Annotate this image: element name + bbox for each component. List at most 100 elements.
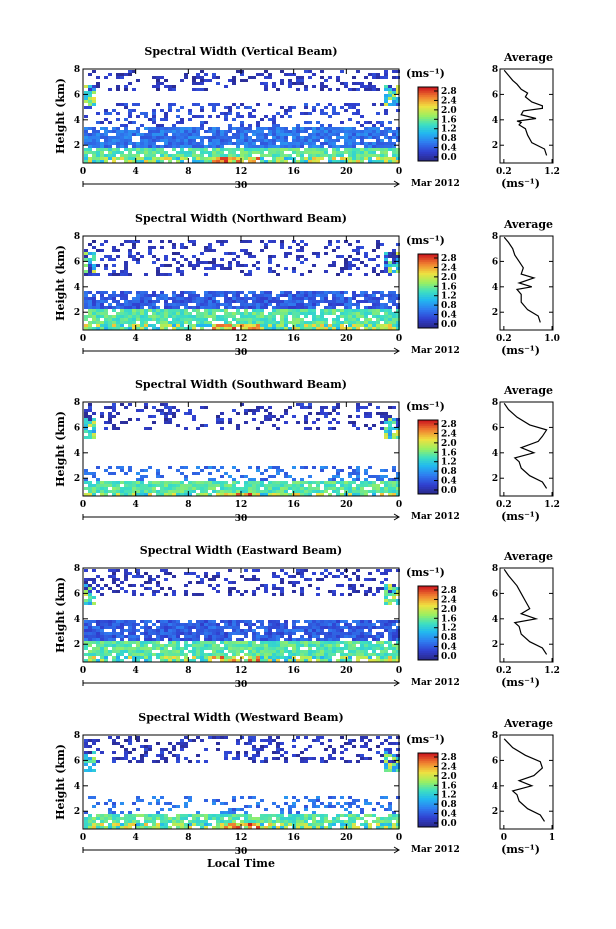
heat-cell	[304, 638, 308, 641]
heat-cell	[196, 300, 200, 303]
heat-cell	[364, 324, 368, 327]
heat-cell	[264, 478, 268, 481]
heat-cell	[164, 748, 168, 751]
heat-cell	[288, 656, 292, 659]
heat-cell	[364, 478, 368, 481]
heat-cell	[268, 318, 272, 321]
heat-cell	[368, 635, 372, 638]
heat-cell	[168, 644, 172, 647]
heat-cell	[320, 70, 324, 73]
heat-cell	[316, 638, 320, 641]
colorbar-segment	[418, 296, 438, 299]
heat-cell	[148, 145, 152, 148]
heat-cell	[172, 484, 176, 487]
colorbar-segment	[418, 600, 438, 604]
heat-cell	[168, 656, 172, 659]
heat-cell	[96, 484, 100, 487]
heat-cell	[108, 817, 112, 820]
heat-cell	[268, 638, 272, 641]
heat-cell	[340, 321, 344, 324]
average-x-label: (ms⁻¹)	[501, 177, 540, 190]
heat-cell	[380, 478, 384, 481]
heat-cell	[372, 103, 376, 106]
heat-cell	[256, 569, 260, 572]
heat-cell	[284, 647, 288, 650]
heat-cell	[276, 139, 280, 142]
heat-cell	[140, 478, 144, 481]
heat-cell	[340, 121, 344, 124]
heat-cell	[376, 647, 380, 650]
heat-cell	[176, 306, 180, 309]
heat-cell	[392, 94, 396, 97]
heat-cell	[300, 650, 304, 653]
y-axis-label: Height (km)	[54, 78, 67, 154]
heat-cell	[84, 587, 88, 590]
heat-cell	[232, 297, 236, 300]
heat-cell	[280, 644, 284, 647]
heat-cell	[256, 493, 260, 496]
heat-cell	[184, 745, 188, 748]
heat-cell	[204, 294, 208, 297]
heat-cell	[196, 623, 200, 626]
heat-cell	[88, 97, 92, 100]
heat-cell	[288, 487, 292, 490]
colorbar: (ms⁻¹)0.00.40.81.21.62.02.42.8	[406, 234, 457, 330]
heat-cell	[228, 569, 232, 572]
heat-cell	[204, 160, 208, 163]
heat-cell	[256, 427, 260, 430]
heat-cell	[104, 318, 108, 321]
heat-cell	[212, 653, 216, 656]
heat-cell	[316, 629, 320, 632]
heat-cell	[332, 109, 336, 112]
heat-cell	[396, 593, 400, 596]
heat-cell	[84, 653, 88, 656]
heat-cell	[276, 160, 280, 163]
heat-cell	[92, 309, 96, 312]
heat-cell	[340, 291, 344, 294]
heat-cell	[168, 88, 172, 91]
heat-cell	[268, 490, 272, 493]
heat-cell	[360, 490, 364, 493]
heat-cell	[192, 139, 196, 142]
heat-cell	[316, 294, 320, 297]
heat-cell	[372, 315, 376, 318]
heat-cell	[396, 430, 400, 433]
colorbar-segment	[418, 101, 438, 105]
heat-cell	[348, 415, 352, 418]
heat-cell	[156, 327, 160, 330]
heat-cell	[256, 638, 260, 641]
heat-cell	[272, 647, 276, 650]
heat-cell	[352, 294, 356, 297]
heat-cell	[320, 85, 324, 88]
heat-cell	[296, 421, 300, 424]
heat-cell	[184, 321, 188, 324]
date-month: Mar 2012	[411, 346, 460, 356]
heat-cell	[180, 739, 184, 742]
heat-cell	[92, 635, 96, 638]
heat-cell	[212, 466, 216, 469]
heat-cell	[132, 240, 136, 243]
heat-cell	[352, 145, 356, 148]
heat-cell	[184, 623, 188, 626]
heat-cell	[172, 246, 176, 249]
heat-cell	[296, 581, 300, 584]
heat-cell	[212, 303, 216, 306]
colorbar-segment	[418, 453, 438, 456]
heat-cell	[200, 650, 204, 653]
heat-cell	[232, 484, 236, 487]
heat-cell	[240, 142, 244, 145]
heat-cell	[128, 115, 132, 118]
heat-cell	[348, 656, 352, 659]
heat-cell	[224, 472, 228, 475]
heat-cell	[124, 814, 128, 817]
heat-cell	[160, 629, 164, 632]
heat-cell	[264, 246, 268, 249]
heat-cell	[208, 644, 212, 647]
heat-cell	[88, 145, 92, 148]
heat-cell	[164, 309, 168, 312]
heat-cell	[136, 127, 140, 130]
heat-cell	[368, 73, 372, 76]
heat-cell	[168, 742, 172, 745]
